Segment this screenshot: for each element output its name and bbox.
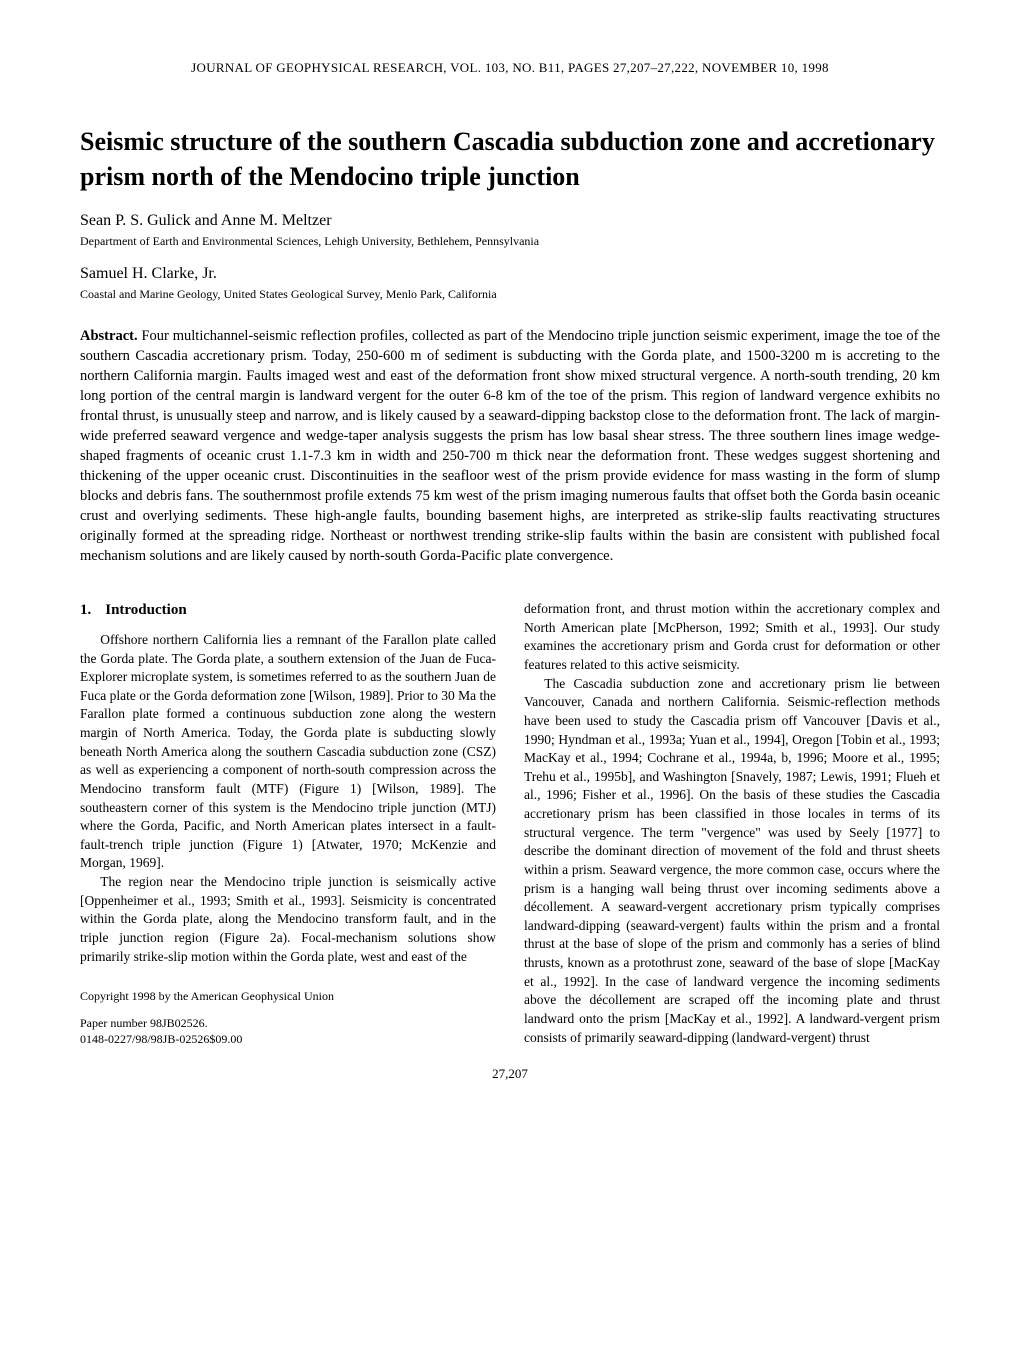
paper-number: Paper number 98JB02526. [80,1015,496,1032]
right-column: deformation front, and thrust motion wit… [524,600,940,1048]
copyright-block: Copyright 1998 by the American Geophysic… [80,988,496,1048]
paragraph: The region near the Mendocino triple jun… [80,873,496,966]
journal-header: JOURNAL OF GEOPHYSICAL RESEARCH, VOL. 10… [80,60,940,76]
author-block-2: Samuel H. Clarke, Jr. Coastal and Marine… [80,265,940,302]
author-names-2: Samuel H. Clarke, Jr. [80,265,940,283]
section-heading: 1. Introduction [80,600,496,621]
paragraph: deformation front, and thrust motion wit… [524,600,940,675]
section-number: 1. [80,602,91,618]
affiliation-2: Coastal and Marine Geology, United State… [80,287,940,302]
page-number: 27,207 [80,1066,940,1082]
abstract: Abstract. Four multichannel-seismic refl… [80,326,940,566]
section-title: Introduction [105,602,186,618]
left-column: 1. Introduction Offshore northern Califor… [80,600,496,1048]
copyright-line: Copyright 1998 by the American Geophysic… [80,988,496,1005]
paper-title: Seismic structure of the southern Cascad… [80,124,940,194]
two-column-body: 1. Introduction Offshore northern Califor… [80,600,940,1048]
abstract-body: Four multichannel-seismic reflection pro… [80,328,940,564]
affiliation-1: Department of Earth and Environmental Sc… [80,234,940,249]
author-block-1: Sean P. S. Gulick and Anne M. Meltzer De… [80,212,940,249]
paragraph: The Cascadia subduction zone and accreti… [524,675,940,1048]
author-names-1: Sean P. S. Gulick and Anne M. Meltzer [80,212,940,230]
issn-line: 0148-0227/98/98JB-02526$09.00 [80,1031,496,1048]
paragraph: Offshore northern California lies a remn… [80,631,496,873]
abstract-label: Abstract. [80,328,138,344]
